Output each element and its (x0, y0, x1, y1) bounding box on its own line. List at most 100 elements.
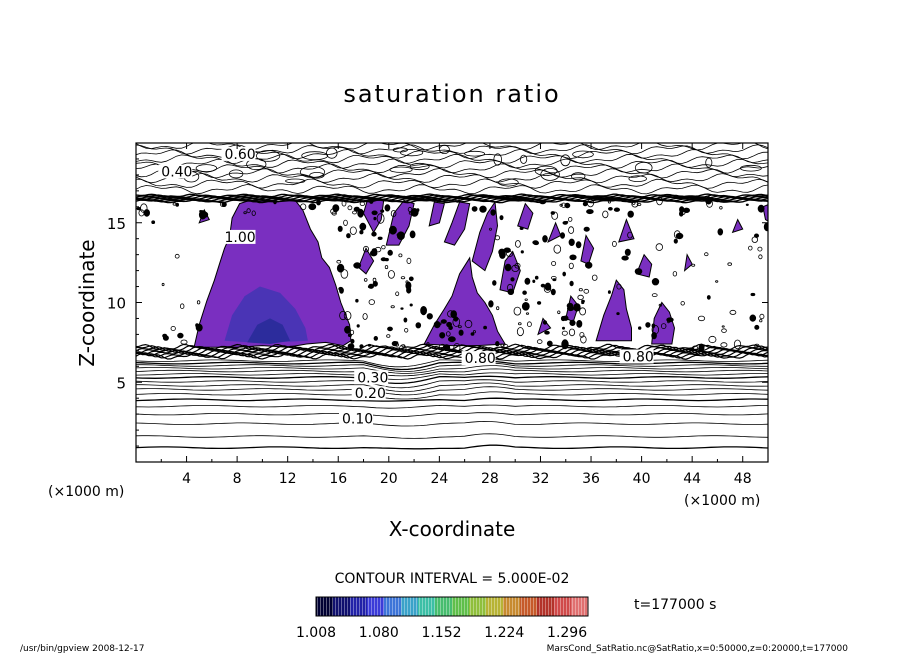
contour-speck (363, 278, 368, 282)
contour-speck (488, 300, 494, 308)
contour-speck (569, 280, 574, 287)
upper-loop (740, 164, 762, 172)
contour-speck (359, 229, 364, 235)
strat-contour (136, 359, 768, 368)
upper-loop (464, 150, 486, 157)
x-tick-label-1: 8 (233, 471, 242, 487)
contour-speck (371, 210, 378, 216)
upper-loop (392, 147, 409, 153)
plume-1-core-dark (247, 318, 291, 344)
contour-speck (544, 330, 550, 335)
contour-speck (471, 206, 478, 212)
contour-speck (697, 315, 706, 322)
contour-speck (655, 243, 663, 251)
contour-speck (136, 207, 142, 211)
contour-speck (580, 335, 587, 344)
contour-speck (708, 335, 717, 344)
x-tick-label-4: 20 (380, 471, 398, 487)
strat-contour (136, 379, 768, 389)
contour-speck (542, 235, 548, 243)
contour-speck (717, 228, 724, 236)
contour-speck (540, 283, 546, 288)
contour-label-bg (221, 146, 256, 161)
contour-label-bg (339, 411, 373, 426)
upper-loop (498, 178, 519, 187)
contour-speck (340, 269, 349, 279)
contour-label-0: 0.60 (225, 147, 256, 163)
contour-speck (499, 215, 504, 221)
contour-speck (568, 262, 574, 270)
dense-contour-bands (136, 193, 768, 360)
upper-loop (309, 172, 325, 179)
contour-speck (616, 283, 622, 290)
contour-speck (704, 252, 709, 257)
strat-contour (136, 375, 768, 385)
fine-contour-blobs (136, 196, 768, 353)
contour-speck (515, 240, 521, 248)
upper-loop (326, 147, 338, 159)
colorbar-ticks: 1.008 1.080 1.152 1.224 1.296 (296, 625, 587, 641)
contour-speck (492, 280, 497, 286)
colorbar-tick-label-3: 1.224 (484, 625, 524, 641)
colorbar-tick-label-1: 1.080 (359, 625, 399, 641)
contour-speck (409, 303, 413, 307)
x-tick-label-5: 24 (430, 471, 448, 487)
strat-contour (136, 433, 768, 439)
x-tick-label-6: 28 (481, 471, 499, 487)
upper-contour (136, 144, 768, 155)
contour-speck (498, 250, 506, 259)
contour-speck (608, 207, 613, 211)
contour-speck (569, 254, 577, 261)
contour-speck (457, 325, 462, 329)
contour-speck (246, 208, 251, 214)
contour-speck (353, 206, 360, 212)
colorbar-tick-label-2: 1.152 (421, 625, 461, 641)
contour-speck (344, 325, 351, 334)
contour-label-7: 0.10 (342, 412, 373, 428)
contour-speck (377, 236, 383, 240)
contour-speck (504, 263, 512, 272)
contour-speck (527, 321, 532, 328)
contour-speck (453, 316, 459, 322)
contour-speck (524, 298, 528, 301)
upper-loop (628, 175, 647, 183)
time-label: t=177000 s (634, 597, 716, 613)
contour-speck (651, 331, 657, 340)
contour-speck (552, 278, 557, 282)
x-tick-label-0: 4 (182, 471, 191, 487)
contour-speck (568, 328, 576, 337)
contour-speck (651, 293, 658, 298)
x-axis-label: X-coordinate (389, 517, 516, 541)
contour-speck (464, 319, 473, 329)
contour-label-6: 0.20 (355, 386, 386, 402)
contour-speck (534, 275, 539, 280)
contour-speck (489, 227, 492, 231)
upper-contour (136, 158, 768, 169)
x-axis-unit-left: (×1000 m) (48, 484, 124, 500)
upper-loop (399, 149, 424, 157)
contour-speck (521, 301, 530, 311)
contour-speck (602, 210, 609, 219)
contour-speck (380, 209, 385, 213)
strat-contour (136, 362, 768, 372)
upper-loop (246, 158, 267, 171)
contour-speck (651, 324, 659, 335)
upper-loop (389, 166, 413, 173)
contour-label-1: 0.40 (161, 165, 192, 181)
contour-speck (612, 240, 617, 247)
contour-speck (495, 341, 500, 347)
contour-speck (591, 274, 598, 281)
upper-contour (136, 178, 768, 189)
contour-speck (624, 248, 631, 256)
contour-speck (347, 205, 353, 211)
x-tick-label-10: 44 (683, 471, 701, 487)
contour-speck (400, 276, 406, 280)
contour-speck (494, 235, 500, 241)
colorbar-frame (315, 596, 589, 617)
strat-contour (136, 386, 768, 396)
contour-speck (433, 320, 441, 329)
contour-speck (666, 317, 674, 323)
x-tick-label-9: 40 (633, 471, 651, 487)
x-tick-label-3: 16 (329, 471, 347, 487)
